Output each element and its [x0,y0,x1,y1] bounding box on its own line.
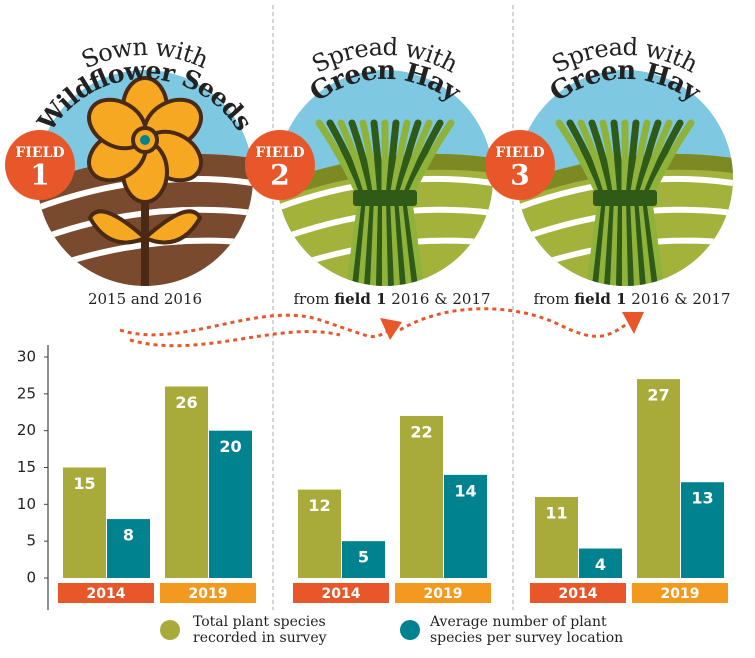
hay-band [593,190,657,206]
x-tick-label: 2019 [189,586,228,602]
data-label: 26 [175,393,197,412]
data-label: 11 [545,503,567,522]
caption-text: 2015 and 2016 [88,290,202,308]
chart: Sown withWildflower SeedsFIELD12015 and … [0,0,755,654]
caption: from field 1 2016 & 2017 [293,290,490,308]
legend-swatch [400,620,420,640]
data-label: 22 [410,422,432,441]
data-label: 20 [219,437,241,456]
arrow-head [380,318,402,340]
data-label: 13 [691,489,713,508]
data-label: 5 [358,548,369,567]
field-number: 2 [270,159,289,192]
flow-arrow [120,315,390,336]
caption: 2015 and 2016 [88,290,202,308]
data-label: 4 [595,555,606,574]
caption-bold: field 1 [574,290,626,308]
hay-stem [619,198,621,286]
bar [637,379,680,578]
y-tick-label: 30 [17,348,36,366]
field-number: 1 [30,159,49,192]
field-number: 3 [510,159,529,192]
legend-label: Total plant species recorded in survey [193,614,343,646]
x-tick-label: 2014 [559,586,598,602]
caption-bold: field 1 [334,290,386,308]
bar [165,386,208,578]
infographic: Sown withWildflower SeedsFIELD12015 and … [0,0,755,654]
caption-suffix: 2016 & 2017 [631,290,730,308]
hay-band [353,190,417,206]
data-label: 27 [647,386,669,405]
data-label: 8 [123,526,134,545]
x-tick-label: 2014 [87,586,126,602]
legend-swatch [160,620,180,640]
y-tick-label: 15 [17,458,36,476]
y-tick-label: 25 [17,384,36,402]
data-label: 12 [308,496,330,515]
caption-prefix: from [533,290,569,308]
flower-dot [140,135,150,145]
x-tick-label: 2014 [322,586,361,602]
flow-arrow [400,309,630,337]
y-tick-label: 5 [26,532,36,550]
y-tick-label: 10 [17,495,36,513]
legend-label: Average number of plant species per surv… [430,614,630,646]
data-label: 15 [73,474,95,493]
caption-prefix: from [293,290,329,308]
y-tick-label: 20 [17,421,36,439]
caption: from field 1 2016 & 2017 [533,290,730,308]
hay-stem [379,198,381,286]
x-tick-label: 2019 [424,586,463,602]
arrow-head [622,312,644,334]
caption-suffix: 2016 & 2017 [391,290,490,308]
y-tick-label: 0 [26,569,36,587]
data-label: 14 [454,481,476,500]
x-tick-label: 2019 [661,586,700,602]
